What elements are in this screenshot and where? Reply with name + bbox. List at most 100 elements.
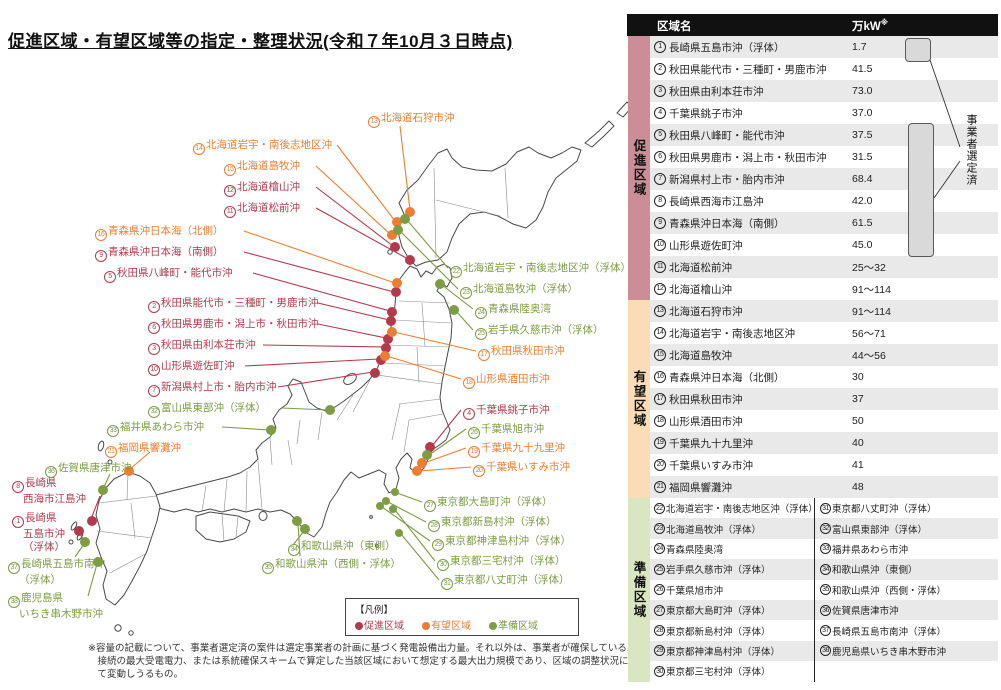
row-number: 15 [654,349,666,361]
map-label-27: 27 東京都大島町沖（浮体） [424,496,553,512]
row-number: 32 [820,523,831,535]
table-row-34: 34 和歌山県沖（東側） [814,559,998,580]
zone-number: 21 [105,445,117,458]
map-dot-3 [381,343,391,353]
row-number: 2 [654,63,666,75]
section-band-promotion: 促進区域 [628,36,650,300]
zone-number: 33 [107,424,119,437]
zone-number: 27 [424,499,436,512]
map-dot-8 [87,516,97,526]
map-label-24: 24 青森県陸奥湾 [475,303,551,319]
row-number: 22 [654,502,665,514]
map-label-15: 15 北海道島牧沖 [224,160,300,176]
row-number: 27 [654,604,665,616]
table-row-7: 7 新潟県村上市・胎内市沖 68.4 [650,168,998,190]
leader-line-10 [244,358,380,367]
map-dot-29 [376,502,384,510]
row-zone-name: 福井県あわら市沖 [832,544,909,556]
table-row-6: 6 秋田県男鹿市・潟上市・秋田市沖 31.5 [650,146,998,168]
row-capacity: 31.5 [852,151,873,163]
table-header: 区域名 万kW※ [627,14,998,36]
zone-number: 38 [8,595,20,608]
row-number: 33 [820,543,831,555]
row-capacity: 91～114 [852,305,891,318]
legend-item-prospective: 有望区域 [422,617,471,632]
row-number: 30 [654,665,665,677]
legend-heading: 【凡例】 [355,605,394,616]
row-capacity: 41.5 [852,63,873,75]
table-row-12: 12 北海道檜山沖 91～114 [650,278,998,300]
table-row-9: 9 青森県沖日本海（南側） 61.5 [650,212,998,234]
row-capacity: 1.7 [852,41,867,53]
leader-line-15 [315,165,391,235]
map-dot-26 [422,450,432,460]
map-dot-7 [370,368,380,378]
row-zone-name: 東京都八丈町沖（浮体） [832,504,937,516]
section-band-prospective: 有望区域 [628,300,650,498]
zone-number: 11 [224,205,236,218]
zone-number: 29 [432,538,444,551]
zone-number: 18 [463,376,475,389]
prospective-dot-icon [422,621,430,630]
map-dot-27 [391,488,399,496]
map-dot-30 [389,505,397,513]
row-number: 7 [654,173,666,185]
row-zone-name: 福岡県響灘沖 [669,481,732,494]
row-number: 12 [654,283,666,295]
row-capacity: 91～114 [852,283,891,296]
map-label-22: 22 北海道岩宇・南後志地区沖（浮体） [450,262,631,278]
row-capacity: 73.0 [852,85,873,97]
row-capacity: 68.4 [852,173,873,185]
leader-line-18 [386,355,462,380]
row-zone-name: 富山県東部沖（浮体） [832,524,928,536]
row-number: 14 [654,327,666,339]
row-zone-name: 東京都新島村沖（浮体） [666,626,771,638]
row-number: 11 [654,261,666,273]
row-capacity: 37.0 [852,107,873,119]
leader-line-12 [315,186,394,247]
row-number: 36 [820,604,831,616]
row-zone-name: 秋田県秋田市沖 [669,393,743,406]
leader-line-7 [277,371,374,388]
leader-line-8 [90,495,101,520]
table-row-14: 14 北海道岩宇・南後志地区沖 56～71 [650,322,998,344]
zone-number: 17 [478,348,490,361]
table-row-prep-8: 29 東京都神津島村沖（浮体） 38 鹿児島県いちき串木野市沖 [650,640,998,662]
table-row-prep-4: 25 岩手県久慈市沖（浮体） 34 和歌山県沖（東側） [650,559,998,580]
leader-line-9 [243,251,395,293]
map-dot-25 [449,305,459,315]
table-row-31: 31 東京都八丈町沖（浮体） [814,498,998,519]
row-zone-name: 長崎県五島市南沖（浮体） [832,626,947,638]
row-zone-name: 北海道松前沖 [669,261,732,274]
map-label-14: 14 北海道岩宇・南後志地区沖 [193,139,332,155]
map-label-25: 25 岩手県久慈市沖（浮体） [475,324,604,340]
map-label-32: 32 富山県東部沖（浮体） [148,402,266,418]
leader-line-19 [423,447,467,464]
table-row-prep-3: 24 青森県陸奥湾 33 福井県あわら市沖 [650,538,998,560]
row-zone-name: 東京都大島町沖（浮体） [666,606,771,618]
table-row-27: 27 東京都大島町沖（浮体） [650,603,814,617]
map-dot-24 [435,279,445,289]
row-zone-name: 秋田県能代市・三種町・男鹿市沖 [669,63,827,76]
map-dot-20 [412,466,422,476]
row-zone-name: 東京都三宅村沖（浮体） [666,667,771,679]
leader-line-29 [381,506,431,542]
row-capacity: 25～32 [852,261,886,274]
table-row-30: 30 東京都三宅村沖（浮体） [650,664,814,678]
map-dot-28 [382,497,390,505]
selected-bracket-tall [908,123,934,257]
table-row-24: 24 青森県陸奥湾 [650,542,814,556]
map-dot-5 [387,307,397,317]
row-number: 13 [654,305,666,317]
leader-line-2 [317,302,390,321]
map-dot-34 [300,524,310,534]
map-label-8: 8 長崎県 西海市江島沖 [12,477,86,506]
map-dot-12 [390,242,400,252]
row-number: 28 [654,625,665,637]
zone-number: 16 [95,228,107,241]
map-label-21: 21 福岡県響灘沖 [105,442,181,458]
map-label-20: 20 千葉県いすみ市沖 [473,461,570,477]
table-row-15: 15 北海道島牧沖 44～56 [650,344,998,366]
column-header-name: 区域名 [657,21,692,33]
row-capacity: 30 [852,371,864,383]
